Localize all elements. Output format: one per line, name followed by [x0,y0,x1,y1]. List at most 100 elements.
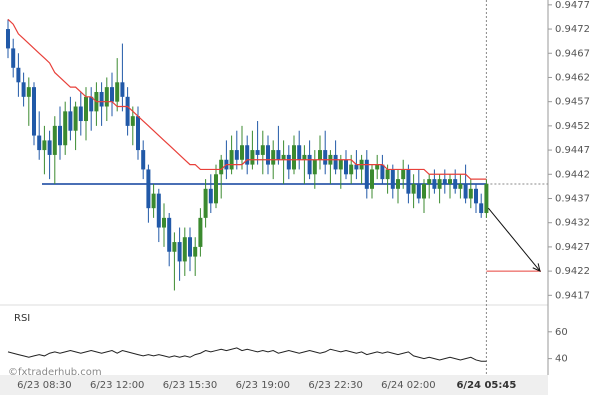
candle-body [63,111,68,146]
candle-body [52,125,57,155]
candle-body [110,87,114,102]
candle-body [401,169,406,180]
candle-body [260,145,265,155]
candle-body [203,188,208,218]
candle-body [375,164,380,170]
candle-body [156,193,161,228]
candle-body [370,169,374,189]
candle-body [276,150,281,160]
candle-body [99,91,104,107]
candle-body [26,87,31,97]
candle-body [479,203,484,214]
moving-average [7,18,487,180]
candle-body [58,125,62,146]
candle-body [338,159,343,170]
candle-body [297,145,302,160]
rsi-tick-label: 40 [555,354,568,365]
candle-body [333,154,338,170]
candle-body [307,154,312,175]
candle-body [474,188,478,204]
candle-body [125,96,130,126]
candle-body [42,140,47,151]
candle-body [37,135,42,151]
candle-body [214,174,218,204]
x-tick-label: 6/23 22:30 [308,380,362,391]
candle-body [21,82,26,97]
y-tick-label: 0.9457 [555,97,590,108]
candle-body [416,183,421,199]
y-tick-label: 0.9467 [555,48,590,59]
candle-body [250,150,255,165]
candle-body [162,217,166,228]
arrow-head [532,263,541,273]
y-tick-label: 0.9472 [555,24,590,35]
candle-body [344,159,348,175]
y-tick-label: 0.9417 [555,290,590,301]
candle-body [84,96,88,122]
candle-body [73,106,78,131]
candle-body [16,67,21,83]
candle-body [188,237,192,257]
y-tick-label: 0.9432 [555,218,590,229]
candle-body [78,106,83,122]
candle-body [380,164,385,180]
rsi-label: RSI [14,313,30,324]
candle-body [422,183,426,199]
candle-body [198,217,203,247]
candle-body [68,111,73,131]
candle-body [240,145,244,160]
candle-body [89,96,94,112]
candle-body [151,193,156,209]
candle-body [448,179,452,184]
candle-body [229,150,234,170]
candle-body [136,116,140,151]
rsi-tick-label: 60 [555,327,568,338]
y-tick-label: 0.9427 [555,242,590,253]
candle-body [120,82,125,97]
candle-body [385,169,390,180]
candle-body [458,183,463,189]
y-tick-label: 0.9477 [555,0,590,11]
candle-body [318,150,322,160]
candle-body [130,116,135,126]
candle-body [281,154,286,160]
x-tick-label: 6/23 08:30 [17,380,71,391]
watermark: ©fxtraderhub.com [8,367,102,378]
x-tick-label: 6/24 02:00 [381,380,435,391]
candle-body [312,159,317,175]
candle-body [115,82,120,102]
y-tick-label: 0.9422 [555,266,590,277]
x-axis-band [0,375,548,395]
candle-body [11,48,16,68]
candle-body [323,150,328,165]
candle-body [167,217,172,252]
candle-body [354,164,359,170]
candle-body [302,154,307,160]
candle-body [255,150,260,155]
candle-body [177,242,182,262]
candle-body [208,188,213,204]
y-tick-label: 0.9437 [555,193,590,204]
candle-body [104,87,109,107]
candle-body [463,183,468,199]
candle-body [406,169,411,194]
y-tick-label: 0.9452 [555,121,590,132]
candle-body [6,29,10,49]
candle-body [427,179,432,184]
candle-body [234,150,239,160]
candle-body [172,242,177,252]
candle-body [245,145,250,165]
x-tick-label: 6/24 05:45 [456,380,516,391]
x-tick-label: 6/23 19:00 [236,380,290,391]
candle-body [468,188,473,199]
candle-body [453,179,458,189]
candle-body [442,179,447,184]
candle-body [349,164,354,175]
candle-body [364,159,369,189]
candle-body [484,183,489,214]
y-tick-label: 0.9447 [555,145,590,156]
candle-body [146,169,151,209]
candle-body [141,150,146,170]
rsi-line [7,347,487,362]
x-tick-label: 6/23 15:30 [163,380,217,391]
